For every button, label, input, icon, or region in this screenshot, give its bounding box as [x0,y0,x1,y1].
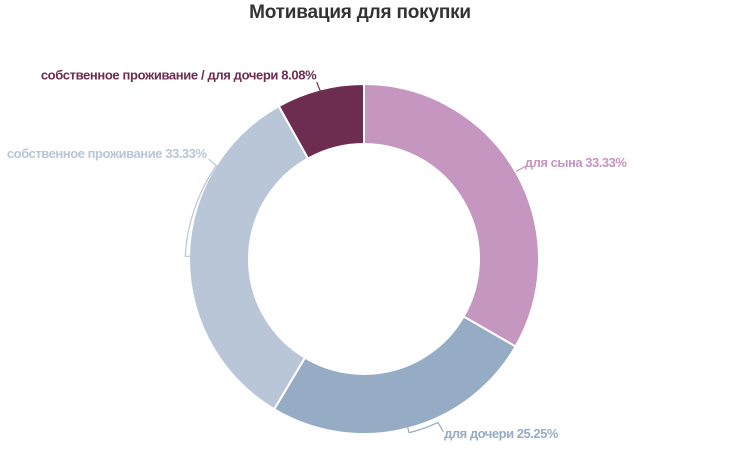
svg-text:для сына 33.33%: для сына 33.33% [525,155,628,170]
svg-text:Мотивация для покупки: Мотивация для покупки [249,2,471,23]
svg-text:собственное проживание / для д: собственное проживание / для дочери 8.08… [41,68,317,83]
svg-text:собственное проживание 33.33%: собственное проживание 33.33% [7,146,208,161]
svg-text:для дочери 25.25%: для дочери 25.25% [444,426,559,441]
